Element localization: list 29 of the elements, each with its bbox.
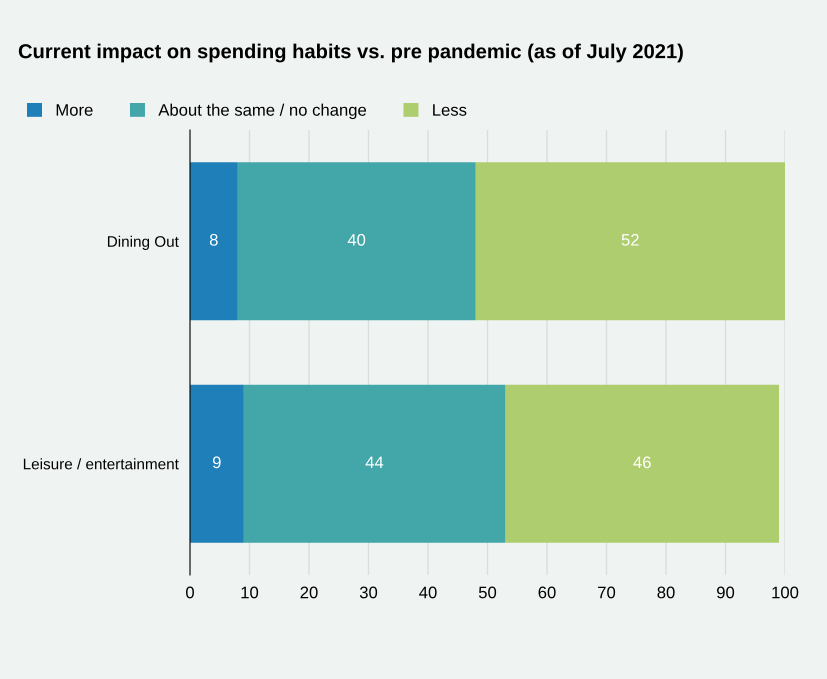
data-label: 9 — [212, 456, 221, 468]
bar — [244, 384, 506, 543]
legend-label: Less — [433, 104, 466, 116]
x-tick-label: 90 — [717, 586, 734, 598]
x-tick-label: 70 — [598, 586, 616, 598]
y-tick-label: Dining Out — [108, 236, 179, 250]
legend-label: About the same / no change — [158, 104, 366, 120]
x-tick-label: 40 — [419, 586, 437, 598]
data-label: 8 — [210, 234, 218, 246]
x-tick-label: 60 — [538, 586, 556, 598]
y-tick-label: Leisure / entertainment — [24, 458, 179, 470]
x-tick-label: 100 — [772, 586, 798, 598]
data-label: 40 — [348, 234, 366, 246]
x-tick-label: 80 — [657, 586, 675, 598]
data-label: 44 — [366, 456, 384, 468]
x-tick-label: 10 — [242, 586, 258, 598]
chart-title: Current impact on spending habits vs. pre pandemic (as of July 2021) — [18, 44, 683, 62]
bar — [476, 162, 785, 320]
bar — [505, 384, 780, 543]
x-tick-label: 30 — [360, 586, 378, 598]
x-tick-label: 20 — [300, 586, 318, 598]
bar — [238, 162, 476, 320]
data-label: 52 — [622, 234, 639, 246]
data-label: 46 — [633, 456, 651, 468]
x-tick-label: 0 — [186, 586, 194, 598]
x-tick-label: 50 — [478, 586, 496, 598]
legend-label: More — [56, 104, 93, 116]
bar — [190, 384, 244, 543]
bar — [190, 162, 238, 320]
